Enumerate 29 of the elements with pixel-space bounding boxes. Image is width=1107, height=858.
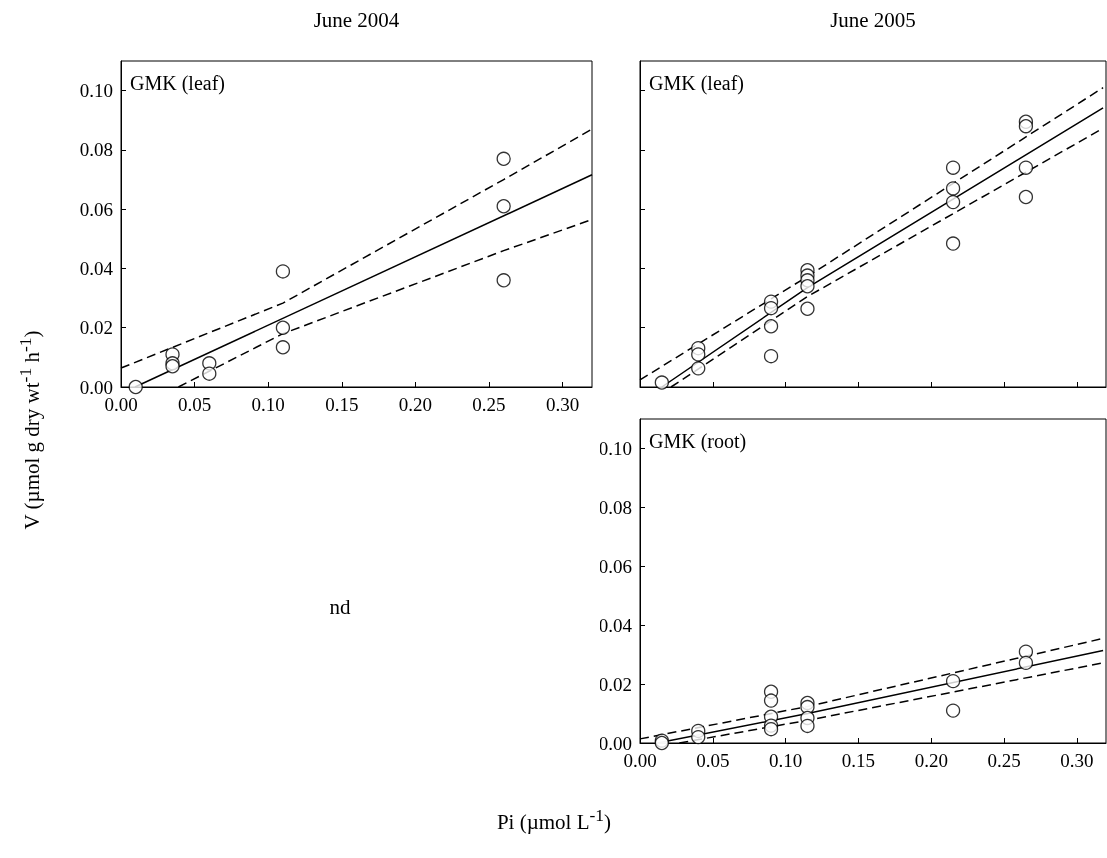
x-tick-label: 0.25 — [472, 394, 506, 415]
y-tick-label: 0.02 — [79, 317, 113, 339]
x-tick-label: 0.05 — [177, 394, 212, 415]
y-tick-label: 0.10 — [79, 80, 113, 102]
x-tick-label: 0.20 — [398, 394, 432, 415]
y-tick-label: 0.06 — [598, 555, 632, 577]
y-tick-label: 0.08 — [79, 139, 113, 161]
x-axis-title: Pi (µmol L$^{-1}$) — [496, 805, 612, 835]
chart-title: June 2004 — [313, 8, 400, 33]
x-tick-label: 0.25 — [987, 750, 1021, 771]
text: nd — [329, 594, 351, 620]
x-tick-label: 0.30 — [545, 394, 580, 415]
x-tick-label: 0.10 — [251, 394, 285, 415]
annotation: GMK (leaf) — [649, 72, 744, 95]
y-tick-label: 0.02 — [598, 673, 632, 695]
annotation: GMK (leaf) — [130, 72, 225, 95]
x-tick-label: 0.15 — [325, 394, 359, 415]
y-tick-label: 0.10 — [598, 437, 632, 459]
x-tick-label: 0.15 — [841, 750, 876, 771]
y-tick-label: 0.06 — [79, 198, 113, 220]
y-tick-label: 0.04 — [598, 614, 633, 636]
annotation: GMK (root) — [649, 430, 747, 453]
x-tick-label: 0.10 — [769, 750, 803, 771]
chart-title: June 2005 — [830, 8, 916, 33]
x-tick-label: 0.05 — [696, 750, 730, 771]
x-tick-label: 0.20 — [914, 750, 948, 771]
y-tick-label: 0.08 — [598, 496, 632, 518]
y-tick-label: 0.04 — [79, 257, 114, 279]
x-tick-label: 0.30 — [1060, 750, 1094, 771]
